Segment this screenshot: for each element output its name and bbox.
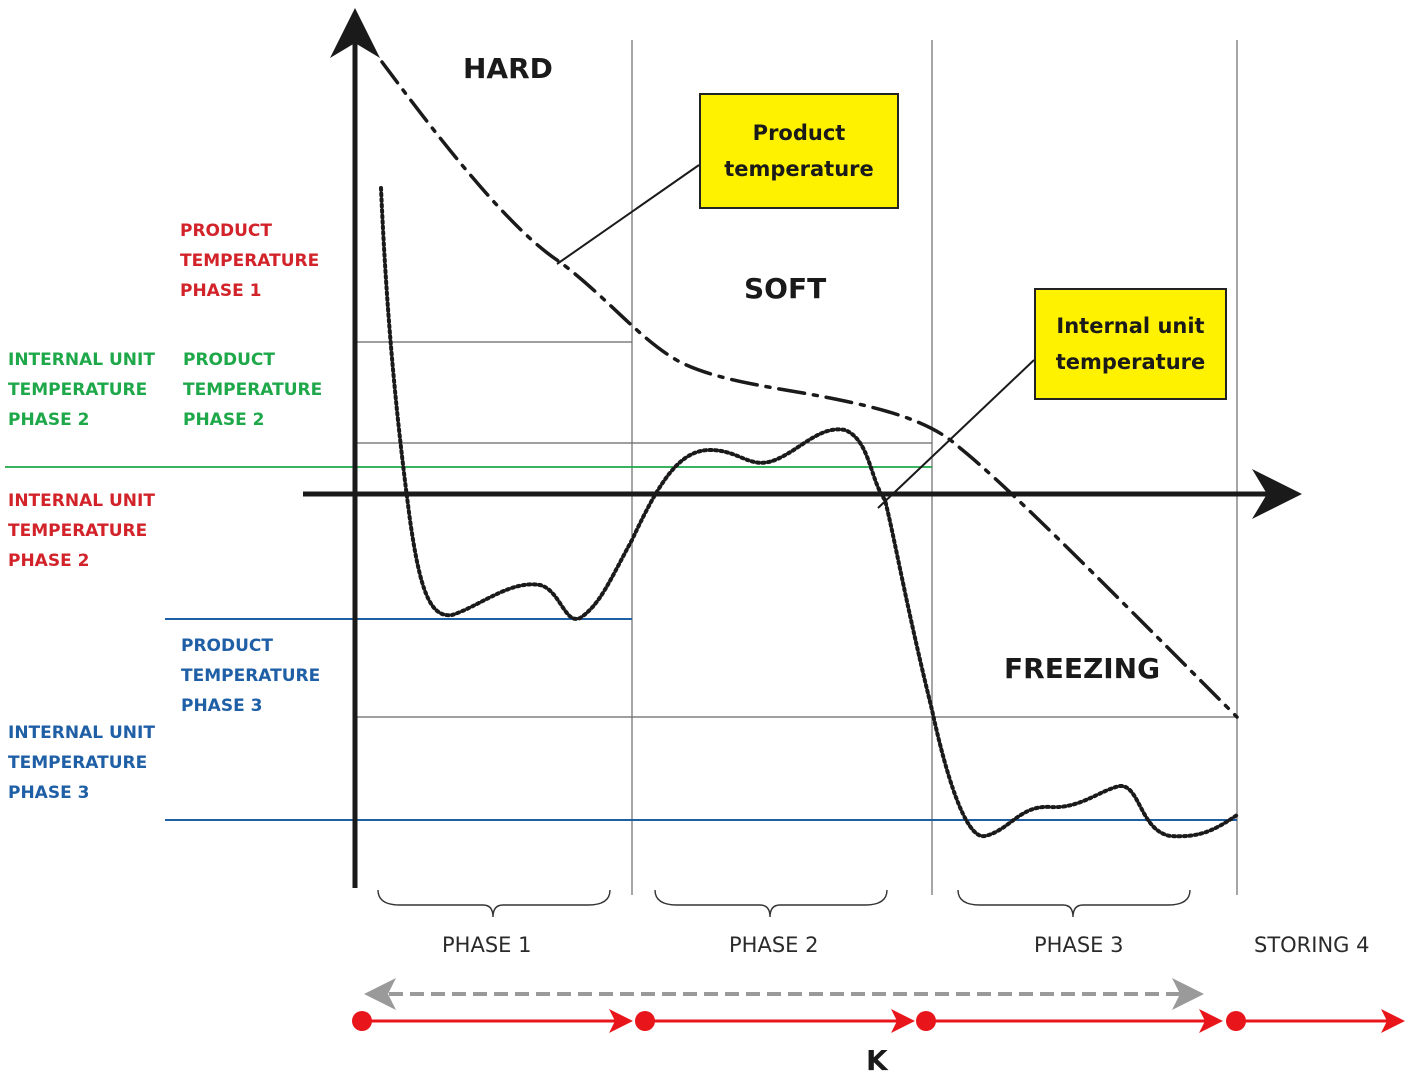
- timeline-node-2: [635, 1011, 655, 1031]
- internal-unit-temperature-leader: [877, 359, 1035, 509]
- product-temperature-curve: [380, 60, 1239, 719]
- phase-label-storing-4: STORING 4: [1254, 933, 1370, 957]
- internal-unit-temperature-callout: Internal unit temperature: [1034, 288, 1227, 400]
- label-line: INTERNAL UNIT: [8, 491, 155, 511]
- label-line: PRODUCT: [183, 350, 275, 370]
- internal-unit-temperature-curve: [379, 186, 1239, 839]
- label-line: PRODUCT: [181, 636, 273, 656]
- label-line: TEMPERATURE: [180, 251, 320, 271]
- phase-1-brace: [377, 889, 611, 918]
- phase-label-3: PHASE 3: [1034, 933, 1124, 957]
- timeline-node-1: [352, 1011, 372, 1031]
- timeline-node-3: [916, 1011, 936, 1031]
- label-line: PHASE 2: [8, 410, 90, 430]
- label-internal-unit-temperature-phase-3: INTERNAL UNIT TEMPERATURE PHASE 3: [8, 718, 155, 808]
- label-line: TEMPERATURE: [8, 753, 148, 773]
- label-line: PHASE 3: [8, 783, 90, 803]
- phase-3-brace: [957, 889, 1191, 918]
- phase-2-brace: [654, 889, 888, 918]
- callout-line: temperature: [724, 157, 874, 181]
- label-line: TEMPERATURE: [8, 521, 148, 541]
- zone-label-hard: HARD: [463, 52, 553, 85]
- product-temperature-callout: Product temperature: [699, 93, 899, 209]
- phase-label-1: PHASE 1: [442, 933, 532, 957]
- label-internal-unit-temperature-phase-2-red: INTERNAL UNIT TEMPERATURE PHASE 2: [8, 486, 155, 576]
- label-line: TEMPERATURE: [183, 380, 323, 400]
- callout-line: Product: [752, 121, 846, 145]
- label-line: INTERNAL UNIT: [8, 723, 155, 743]
- label-product-temperature-phase-1: PRODUCT TEMPERATURE PHASE 1: [180, 216, 319, 306]
- label-product-temperature-phase-2: PRODUCT TEMPERATURE PHASE 2: [183, 345, 322, 435]
- callout-line: temperature: [1055, 350, 1206, 374]
- label-line: PRODUCT: [180, 221, 272, 241]
- timeline-label-k: K: [866, 1044, 888, 1077]
- label-internal-unit-temperature-phase-2-green: INTERNAL UNIT TEMPERATURE PHASE 2: [8, 345, 155, 435]
- label-line: INTERNAL UNIT: [8, 350, 155, 370]
- product-temperature-leader: [556, 164, 700, 265]
- label-product-temperature-phase-3: PRODUCT TEMPERATURE PHASE 3: [181, 631, 320, 721]
- zone-label-freezing: FREEZING: [1004, 652, 1161, 685]
- label-line: PHASE 2: [8, 551, 90, 571]
- label-line: PHASE 1: [180, 281, 262, 301]
- label-line: PHASE 2: [183, 410, 265, 430]
- label-line: TEMPERATURE: [8, 380, 148, 400]
- timeline-node-4: [1226, 1011, 1246, 1031]
- zone-label-soft: SOFT: [744, 272, 827, 305]
- label-line: PHASE 3: [181, 696, 263, 716]
- phase-label-2: PHASE 2: [729, 933, 819, 957]
- callout-line: Internal unit: [1056, 314, 1205, 338]
- label-line: TEMPERATURE: [181, 666, 321, 686]
